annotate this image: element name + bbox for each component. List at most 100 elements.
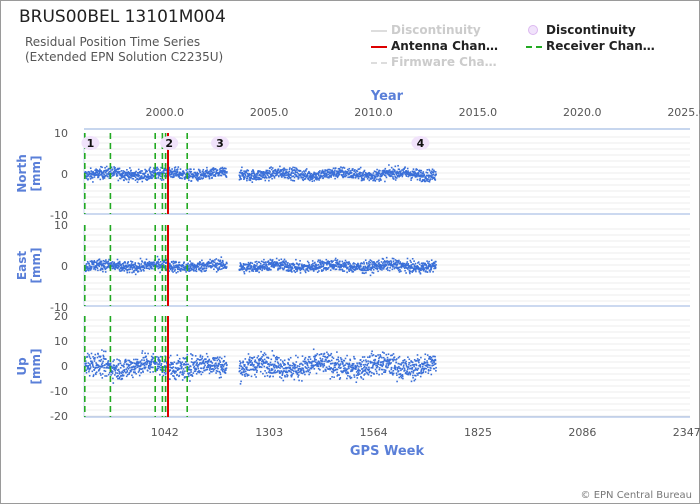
data-point	[317, 365, 320, 368]
data-point	[210, 266, 212, 269]
data-point	[422, 262, 425, 264]
data-point	[384, 167, 387, 170]
data-point	[244, 364, 246, 366]
data-point	[421, 264, 424, 266]
data-point	[282, 174, 284, 177]
data-point	[203, 267, 206, 269]
data-point	[133, 174, 136, 177]
data-point	[374, 368, 377, 371]
data-point	[203, 175, 205, 178]
data-point	[273, 261, 276, 263]
data-point	[248, 173, 251, 175]
data-point	[112, 264, 114, 267]
data-point	[374, 362, 376, 365]
data-point	[263, 358, 266, 361]
data-point	[374, 176, 377, 179]
data-point	[158, 360, 160, 362]
data-point	[415, 168, 418, 170]
data-point	[101, 366, 103, 368]
data-point	[245, 171, 248, 174]
data-point	[370, 375, 372, 377]
data-point	[247, 374, 250, 377]
data-point	[295, 361, 298, 363]
data-point	[271, 263, 274, 265]
data-point	[368, 371, 371, 374]
data-point	[262, 354, 265, 357]
data-point	[349, 377, 352, 380]
data-point	[408, 271, 411, 274]
data-point	[395, 177, 398, 179]
data-point	[314, 359, 316, 361]
data-point	[360, 172, 362, 174]
data-point	[134, 179, 137, 182]
data-point	[360, 176, 363, 179]
data-point	[348, 268, 351, 271]
data-point	[352, 262, 355, 264]
data-point	[198, 178, 200, 180]
data-point	[179, 173, 182, 175]
data-point	[271, 172, 274, 175]
data-point	[147, 264, 150, 267]
data-point	[330, 359, 333, 362]
data-point	[278, 262, 281, 264]
data-point	[116, 258, 119, 261]
data-point	[283, 267, 285, 270]
data-point	[344, 367, 346, 369]
legend-discontinuity-line-label[interactable]: Discontinuity	[391, 23, 481, 37]
data-point	[346, 354, 348, 357]
data-point	[325, 176, 327, 178]
data-point	[241, 265, 243, 268]
data-point	[392, 260, 395, 263]
data-point	[143, 172, 146, 175]
data-point	[376, 268, 379, 271]
data-point	[225, 172, 228, 174]
legend-receiver-change-label[interactable]: Receiver Chan…	[546, 39, 655, 53]
data-point	[288, 267, 290, 269]
data-point	[242, 263, 245, 266]
legend-firmware-change-label[interactable]: Firmware Cha…	[391, 55, 497, 69]
data-point	[323, 364, 326, 367]
data-point	[89, 178, 92, 180]
data-point	[351, 364, 353, 367]
data-point	[356, 264, 358, 267]
data-point	[261, 360, 263, 363]
data-point	[254, 266, 256, 268]
data-point	[109, 362, 112, 365]
legend-discontinuity-dot-label[interactable]: Discontinuity	[546, 23, 636, 37]
data-point	[148, 363, 151, 365]
data-point	[163, 259, 166, 262]
data-point	[371, 175, 373, 178]
data-point	[286, 375, 288, 378]
data-point	[248, 362, 250, 364]
data-point	[205, 264, 207, 267]
data-point	[206, 355, 209, 358]
data-point	[197, 266, 200, 268]
data-point	[178, 172, 180, 174]
data-point	[279, 267, 281, 270]
data-point	[253, 356, 256, 358]
data-point	[359, 369, 361, 372]
data-point	[260, 350, 262, 353]
data-point	[108, 258, 110, 261]
data-point	[318, 361, 321, 364]
data-point	[272, 171, 275, 174]
data-point	[389, 174, 392, 176]
data-point	[363, 356, 366, 358]
data-point	[125, 375, 128, 378]
data-point	[121, 176, 123, 179]
legend-antenna-change-label[interactable]: Antenna Chan…	[391, 39, 499, 53]
data-point	[179, 360, 181, 363]
data-point	[141, 350, 144, 352]
data-point	[398, 172, 400, 175]
data-point	[269, 371, 272, 374]
data-point	[248, 179, 251, 181]
data-point	[177, 166, 180, 168]
data-point	[419, 272, 422, 275]
data-point	[320, 359, 322, 362]
data-point	[143, 362, 146, 365]
data-point	[183, 372, 185, 374]
data-point	[161, 262, 164, 265]
data-point	[386, 358, 389, 361]
